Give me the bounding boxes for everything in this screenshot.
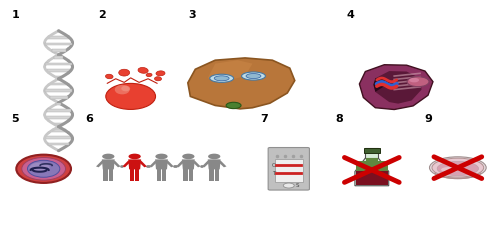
Polygon shape [50,83,68,85]
Ellipse shape [210,74,234,82]
Polygon shape [189,169,193,181]
Polygon shape [109,169,113,181]
Ellipse shape [154,77,162,81]
Polygon shape [356,171,388,185]
Polygon shape [374,78,390,92]
Polygon shape [56,76,61,79]
Polygon shape [50,96,68,99]
FancyBboxPatch shape [268,147,310,190]
Polygon shape [52,129,66,132]
Ellipse shape [437,161,478,176]
Polygon shape [188,58,295,109]
Polygon shape [52,49,66,52]
Polygon shape [376,71,422,104]
Ellipse shape [106,83,156,109]
Circle shape [208,154,220,159]
Polygon shape [45,136,72,139]
Polygon shape [45,43,72,46]
Polygon shape [54,56,64,59]
Text: 2: 2 [98,11,106,20]
Ellipse shape [226,102,241,109]
Ellipse shape [156,71,165,76]
Polygon shape [156,169,161,181]
Ellipse shape [432,158,484,177]
Polygon shape [208,60,252,81]
Polygon shape [46,63,72,65]
Polygon shape [356,161,388,171]
Polygon shape [166,161,174,167]
Polygon shape [46,69,70,72]
Ellipse shape [246,74,261,79]
Circle shape [409,78,419,82]
Polygon shape [96,161,104,167]
Text: 8: 8 [336,114,344,125]
Polygon shape [162,169,166,181]
Ellipse shape [115,85,130,94]
Polygon shape [102,159,115,169]
Ellipse shape [146,73,152,77]
Polygon shape [48,143,69,145]
Ellipse shape [138,68,148,73]
Ellipse shape [30,163,50,173]
Ellipse shape [118,69,130,76]
Polygon shape [54,123,64,125]
Polygon shape [355,158,388,186]
Circle shape [407,77,429,87]
Ellipse shape [106,74,113,79]
Polygon shape [46,109,70,112]
Polygon shape [104,169,108,181]
Polygon shape [136,169,140,181]
Ellipse shape [22,158,66,180]
Ellipse shape [441,167,459,172]
Text: T: T [272,171,276,176]
Ellipse shape [430,157,486,179]
Ellipse shape [214,76,229,81]
Polygon shape [122,161,130,167]
Bar [366,148,378,158]
Polygon shape [202,161,209,167]
Circle shape [156,154,168,159]
Polygon shape [128,159,141,169]
Polygon shape [208,159,220,169]
Polygon shape [182,159,195,169]
Ellipse shape [242,72,266,80]
Text: C: C [272,163,276,168]
Polygon shape [130,169,134,181]
Polygon shape [113,161,120,167]
Text: 4: 4 [347,11,355,20]
Text: 6: 6 [85,114,93,125]
Polygon shape [155,159,168,169]
Polygon shape [210,169,214,181]
Text: S: S [296,183,299,188]
Text: 7: 7 [260,114,268,125]
Polygon shape [46,116,72,119]
Circle shape [102,154,115,159]
Polygon shape [218,161,226,167]
Text: 3: 3 [188,11,196,20]
Polygon shape [215,169,219,181]
Circle shape [128,154,141,159]
Polygon shape [184,169,188,181]
Text: 1: 1 [12,11,19,20]
Polygon shape [366,158,378,161]
Circle shape [182,154,194,159]
Ellipse shape [28,160,60,177]
Polygon shape [360,65,433,109]
Text: 5: 5 [12,114,19,125]
Ellipse shape [16,155,71,183]
Bar [364,148,380,153]
Bar [274,159,303,182]
Polygon shape [149,161,157,167]
Polygon shape [139,161,147,167]
Polygon shape [56,103,61,105]
Polygon shape [44,89,72,92]
Circle shape [284,183,294,188]
Polygon shape [193,161,200,167]
Polygon shape [176,161,184,167]
Ellipse shape [121,86,130,91]
Text: 9: 9 [424,114,432,125]
Polygon shape [48,36,69,39]
